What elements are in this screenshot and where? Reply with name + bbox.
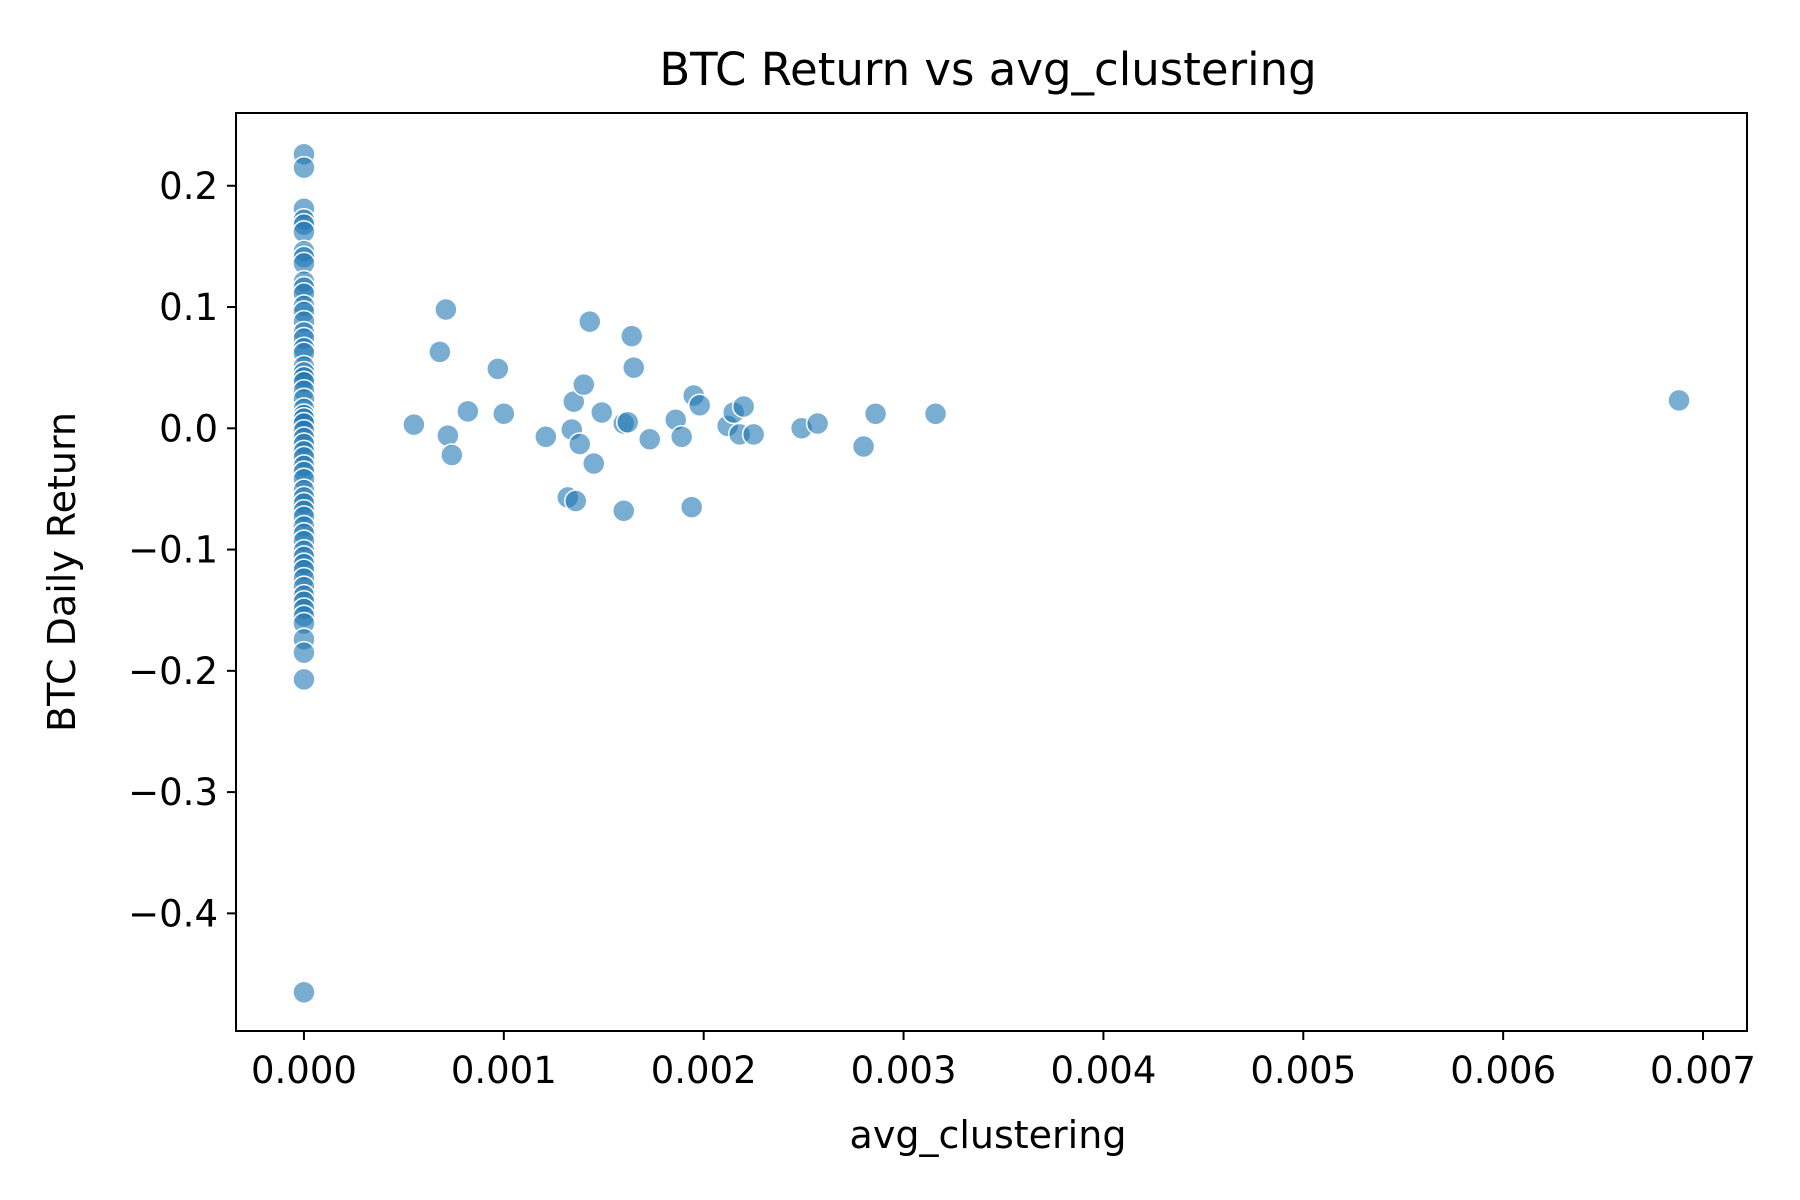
data-point bbox=[615, 410, 640, 434]
data-point bbox=[572, 372, 596, 397]
data-point bbox=[637, 427, 662, 451]
data-point bbox=[619, 324, 644, 348]
y-axis-label: BTC Daily Return bbox=[40, 412, 84, 732]
data-point bbox=[534, 425, 558, 449]
data-point bbox=[456, 399, 480, 424]
y-axis: 0.2 0.1 0.0 −0.1 −0.2 −0.3 −0.4 bbox=[128, 165, 236, 935]
x-tick-label: 0.000 bbox=[251, 1049, 357, 1092]
data-point bbox=[1667, 388, 1691, 413]
x-tick-label: 0.003 bbox=[851, 1049, 957, 1092]
data-point bbox=[590, 400, 614, 425]
data-point bbox=[292, 980, 316, 1004]
x-tick-label: 0.005 bbox=[1250, 1049, 1356, 1092]
data-point bbox=[292, 667, 316, 692]
data-point bbox=[687, 393, 712, 418]
data-point bbox=[731, 394, 756, 419]
data-point bbox=[621, 355, 646, 380]
y-tick-label: −0.3 bbox=[128, 771, 218, 814]
chart-title: BTC Return vs avg_clustering bbox=[659, 43, 1316, 96]
data-point bbox=[679, 495, 704, 519]
data-point bbox=[492, 401, 516, 426]
x-tick-label: 0.006 bbox=[1450, 1049, 1556, 1092]
x-tick-label: 0.001 bbox=[451, 1049, 557, 1092]
x-tick-label: 0.007 bbox=[1650, 1049, 1756, 1092]
x-tick-label: 0.004 bbox=[1050, 1049, 1156, 1092]
data-point bbox=[292, 155, 316, 180]
y-tick-label: 0.2 bbox=[159, 165, 218, 208]
y-tick-label: 0.0 bbox=[159, 407, 218, 450]
plot-frame bbox=[235, 112, 1748, 1032]
x-axis-label: avg_clustering bbox=[850, 1113, 1127, 1157]
data-point bbox=[564, 489, 588, 513]
data-point bbox=[805, 411, 830, 436]
y-tick-label: −0.1 bbox=[128, 529, 218, 572]
points-layer bbox=[292, 142, 1691, 1004]
data-point bbox=[582, 451, 606, 476]
x-tick-label: 0.002 bbox=[651, 1049, 757, 1092]
data-point bbox=[851, 434, 876, 459]
data-point bbox=[923, 401, 948, 426]
data-point bbox=[428, 340, 452, 364]
data-point bbox=[436, 423, 460, 448]
data-point bbox=[611, 499, 636, 523]
y-tick-label: 0.1 bbox=[159, 286, 218, 329]
y-tick-label: −0.2 bbox=[128, 650, 218, 693]
data-point bbox=[440, 443, 464, 467]
x-axis: 0.000 0.001 0.002 0.003 0.004 0.005 0.006 0.007 bbox=[251, 1031, 1756, 1092]
data-point bbox=[578, 309, 602, 334]
data-point bbox=[402, 412, 426, 437]
data-point bbox=[486, 357, 510, 381]
data-point bbox=[292, 640, 316, 665]
data-point bbox=[568, 432, 592, 456]
data-point bbox=[669, 425, 694, 449]
data-point bbox=[434, 297, 458, 322]
data-point bbox=[863, 401, 888, 426]
data-point bbox=[741, 422, 766, 447]
y-tick-label: −0.4 bbox=[128, 892, 218, 935]
